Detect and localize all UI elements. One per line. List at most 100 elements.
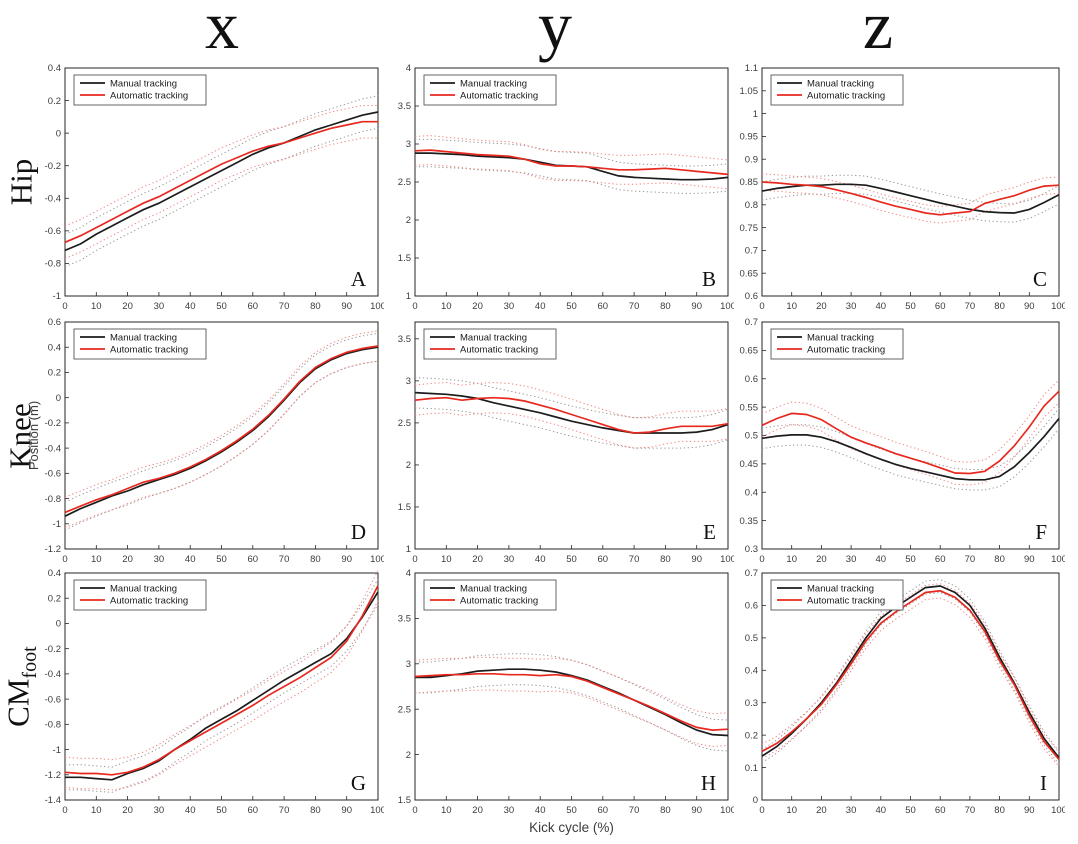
x-tick-label: 80 <box>994 554 1005 565</box>
y-tick-label: -1.4 <box>45 795 61 806</box>
y-tick-label: -1 <box>53 519 61 530</box>
confidence-band-lower <box>64 127 379 268</box>
legend-box <box>423 328 557 360</box>
x-tick-label: 0 <box>759 301 764 312</box>
y-tick-label: -0.2 <box>45 418 61 429</box>
x-tick-label: 60 <box>935 301 946 312</box>
x-tick-label: 100 <box>370 805 384 816</box>
x-tick-label: 100 <box>1051 805 1065 816</box>
confidence-band-upper <box>414 656 729 715</box>
y-tick-label: 0 <box>56 128 61 139</box>
panel-d-knee-x: 0 10 20 30 40 50 60 70 80 90 100 -1.2 -1 -0.8 -0.6 -0.4… <box>20 314 386 571</box>
x-tick-label: 60 <box>598 805 609 816</box>
x-tick-label: 40 <box>535 301 546 312</box>
x-tick-label: 10 <box>786 805 797 816</box>
y-tick-label: 0.35 <box>740 516 759 527</box>
x-tick-label: 90 <box>691 805 702 816</box>
x-tick-label: 0 <box>62 554 67 565</box>
y-tick-label: 1.5 <box>398 795 411 806</box>
automatic-mean-line <box>64 120 378 244</box>
x-tick-label: 70 <box>629 301 640 312</box>
x-tick-label: 60 <box>598 554 609 565</box>
y-tick-label: -0.4 <box>45 443 61 454</box>
manual-mean-line <box>65 591 379 781</box>
x-tick-label: 40 <box>876 805 887 816</box>
x-tick-label: 20 <box>122 554 133 565</box>
x-tick-label: 10 <box>91 554 102 565</box>
x-tick-label: 20 <box>472 301 483 312</box>
confidence-band-lower <box>761 591 1060 765</box>
panel-e-knee-y: 0 10 20 30 40 50 60 70 80 90 100 1 1.5 2 2.5 3 3.5 Manual… <box>370 314 736 571</box>
x-tick-label: 90 <box>341 554 352 565</box>
x-tick-label: 30 <box>846 301 857 312</box>
y-tick-label: 0.5 <box>745 633 758 644</box>
column-header-y: y <box>538 0 572 63</box>
y-tick-label: 3 <box>406 659 411 670</box>
y-tick-label: 0.6 <box>745 291 758 302</box>
x-tick-label: 90 <box>691 554 702 565</box>
y-tick-label: -0.4 <box>45 193 61 204</box>
automatic-mean-line <box>761 181 1060 216</box>
y-tick-label: 0.3 <box>745 544 758 555</box>
panel-svg: 0 10 20 30 40 50 60 70 80 90 100 0.3 0.35 0.4 0.45 0.5 0… <box>740 317 1067 565</box>
y-tick-label: 0.7 <box>745 568 758 579</box>
x-tick-label: 60 <box>248 554 259 565</box>
x-tick-label: 10 <box>786 554 797 565</box>
panel-letter: F <box>1035 520 1047 544</box>
panel-letter: H <box>701 771 716 795</box>
confidence-band-upper <box>64 105 378 227</box>
x-tick-label: 80 <box>660 554 671 565</box>
confidence-band-lower <box>761 597 1060 767</box>
y-tick-label: -0.4 <box>45 669 61 680</box>
panel-i-cmfoot-z: 0 10 20 30 40 50 60 70 80 90 100 0 0.1 0.2 0.3 0.4 0.5 0.… <box>717 565 1067 822</box>
x-tick-label: 90 <box>1024 554 1035 565</box>
panel-letter: D <box>351 520 366 544</box>
y-tick-label: -0.6 <box>45 226 61 237</box>
y-tick-label: 0 <box>56 619 61 630</box>
x-tick-label: 0 <box>759 554 764 565</box>
y-tick-label: 0.75 <box>740 223 759 234</box>
x-tick-label: 70 <box>629 805 640 816</box>
x-tick-label: 70 <box>629 554 640 565</box>
x-tick-label: 50 <box>905 554 916 565</box>
confidence-band-lower <box>414 689 729 747</box>
y-tick-label: 0.7 <box>745 246 758 257</box>
x-tick-label: 20 <box>472 554 483 565</box>
y-tick-label: 0.6 <box>745 374 758 385</box>
x-tick-label: 80 <box>660 301 671 312</box>
confidence-band-lower <box>761 402 1060 486</box>
manual-mean-line <box>415 668 729 737</box>
manual-mean-line <box>64 346 379 517</box>
x-tick-label: 20 <box>816 805 827 816</box>
y-tick-label: -1 <box>53 291 61 302</box>
x-tick-label: 40 <box>185 301 196 312</box>
x-tick-label: 80 <box>310 805 321 816</box>
y-tick-label: 2.5 <box>398 177 411 188</box>
x-tick-label: 50 <box>216 301 227 312</box>
y-tick-label: 0 <box>753 795 758 806</box>
x-tick-label: 40 <box>535 554 546 565</box>
x-tick-label: 60 <box>935 805 946 816</box>
y-tick-label: 1.5 <box>398 253 411 264</box>
x-tick-label: 30 <box>846 805 857 816</box>
legend-label: Automatic tracking <box>110 90 188 101</box>
automatic-mean-line <box>761 589 1060 761</box>
legend-label: Manual tracking <box>807 583 874 594</box>
x-tick-label: 30 <box>504 301 515 312</box>
legend-label: Automatic tracking <box>460 344 538 355</box>
x-tick-label: 10 <box>91 301 102 312</box>
x-tick-label: 70 <box>279 805 290 816</box>
legend-label: Manual tracking <box>807 332 874 343</box>
legend-box <box>770 74 904 106</box>
y-tick-label: -1.2 <box>45 770 61 781</box>
x-tick-label: 70 <box>965 805 976 816</box>
confidence-band-lower <box>64 137 378 259</box>
y-tick-label: 0.6 <box>48 317 61 328</box>
panel-svg: 0 10 20 30 40 50 60 70 80 90 100 -1 -0.8 -0.6 -0.4 -0.2… <box>45 63 386 312</box>
x-tick-label: 100 <box>1051 554 1065 565</box>
manual-mean-line <box>761 417 1060 481</box>
x-tick-label: 30 <box>154 554 165 565</box>
x-tick-label: 40 <box>876 301 887 312</box>
y-tick-label: 1 <box>753 109 758 120</box>
legend-label: Manual tracking <box>110 78 177 89</box>
